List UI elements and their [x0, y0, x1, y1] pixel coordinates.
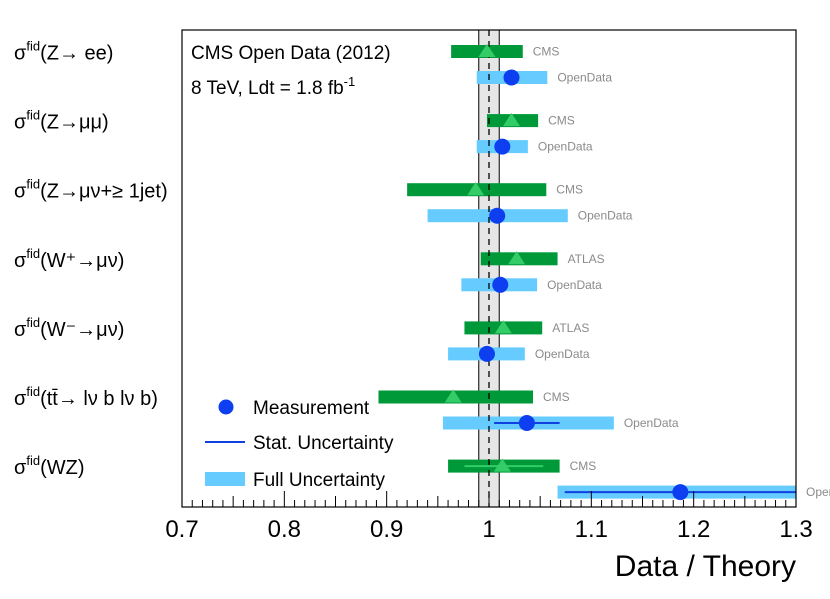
process-label-text: (Z→μμ) — [40, 112, 109, 134]
process-label-sup: fid — [26, 384, 40, 399]
process-label: σfid(WZ) — [14, 453, 85, 479]
ref-source-label: CMS — [548, 114, 575, 128]
process-label: σfid(Z→ ee) — [14, 39, 113, 65]
legend-stat-label: Stat. Uncertainty — [253, 433, 394, 454]
opendata-marker — [494, 138, 511, 155]
bars-layer — [378, 45, 796, 499]
process-label-sup: fid — [26, 453, 40, 468]
process-label-text: (Z→ ee) — [40, 43, 113, 65]
process-label-text: (W⁻→μν) — [40, 319, 124, 341]
process-label-symbol: σ — [14, 388, 27, 410]
legend-full-band — [205, 472, 245, 486]
annotation-line2-sup: -1 — [344, 74, 356, 89]
x-tick-label: 1.3 — [779, 516, 812, 543]
legend-measurement-label: Measurement — [253, 398, 370, 419]
process-label-sup: fid — [26, 39, 40, 54]
process-label-symbol: σ — [14, 319, 27, 341]
x-tick-label: 1.1 — [575, 516, 608, 543]
ref-marker-triangle — [503, 112, 521, 127]
process-label: σfid(Z→μν+≥ 1jet) — [14, 177, 168, 203]
annotation-line2: 8 TeV, Ldt = 1.8 fb-1 — [191, 74, 355, 99]
legend: Measurement Stat. Uncertainty Full Uncer… — [205, 398, 394, 491]
process-label-symbol: σ — [14, 181, 27, 203]
ref-marker-triangle — [444, 389, 462, 403]
ref-source-label: CMS — [533, 45, 560, 59]
ref-marker-triangle — [493, 458, 511, 472]
opendata-source-label: OpenData — [578, 209, 633, 223]
opendata-source-label: OpenData — [806, 485, 830, 499]
process-label: σfid(W⁻→μν) — [14, 315, 124, 341]
process-labels-layer: σfid(Z→ ee)σfid(Z→μμ)σfid(Z→μν+≥ 1jet)σf… — [14, 39, 168, 480]
legend-measurement-marker — [218, 399, 234, 415]
x-tick-label: 1.2 — [677, 516, 710, 543]
ref-marker-triangle — [478, 43, 496, 58]
opendata-source-label: OpenData — [624, 416, 679, 430]
x-tick-label: 1 — [482, 516, 495, 543]
legend-full-label: Full Uncertainty — [253, 470, 385, 491]
process-label-sup: fid — [26, 246, 40, 261]
annotation-line1: CMS Open Data (2012) — [191, 43, 391, 64]
process-label-text: (Z→μν+≥ 1jet) — [40, 181, 168, 203]
opendata-source-label: OpenData — [547, 278, 602, 292]
ref-source-label: CMS — [543, 390, 570, 404]
opendata-source-label: OpenData — [557, 71, 612, 85]
process-label-symbol: σ — [14, 112, 27, 134]
opendata-marker — [492, 276, 509, 293]
process-label-symbol: σ — [14, 457, 27, 479]
ref-marker-triangle — [467, 182, 485, 196]
ref-source-label: ATLAS — [552, 321, 589, 335]
ref-source-label: CMS — [556, 183, 583, 197]
x-tick-label: 0.8 — [268, 516, 301, 543]
process-label-text: (tt̄→ lν b lν b) — [40, 388, 158, 410]
opendata-source-label: OpenData — [535, 347, 590, 361]
markers-layer — [444, 43, 689, 501]
opendata-source-label: OpenData — [538, 140, 593, 154]
annotation-line2-text: 8 TeV, Ldt = 1.8 fb — [191, 78, 344, 99]
process-label: σfid(Z→μμ) — [14, 108, 109, 134]
ref-marker-triangle — [508, 251, 526, 265]
process-label-sup: fid — [26, 315, 40, 330]
opendata-marker — [518, 415, 535, 431]
ref-marker-triangle — [494, 320, 512, 334]
process-label: σfid(W⁺→μν) — [14, 246, 124, 272]
process-label-symbol: σ — [14, 250, 27, 272]
x-axis-title: Data / Theory — [615, 550, 796, 583]
opendata-marker — [672, 484, 689, 501]
process-label-text: (W⁺→μν) — [40, 250, 124, 272]
x-axis: 0.7 0.8 0.9 1 1.1 1.2 1.3 — [165, 491, 813, 543]
ref-source-label: ATLAS — [568, 252, 605, 266]
x-tick-label: 0.7 — [165, 516, 198, 543]
x-tick-label: 0.9 — [370, 516, 403, 543]
process-label: σfid(tt̄→ lν b lν b) — [14, 384, 158, 410]
process-label-sup: fid — [26, 108, 40, 123]
process-label-symbol: σ — [14, 43, 27, 65]
opendata-marker — [503, 69, 520, 86]
source-labels-layer: CMS OpenData CMS OpenData CMS OpenData ATLAS Op… — [533, 45, 830, 500]
opendata-marker — [478, 345, 495, 362]
process-label-text: (WZ) — [40, 457, 84, 479]
opendata-marker — [489, 207, 506, 224]
ref-source-label: CMS — [570, 459, 597, 473]
process-label-sup: fid — [26, 177, 40, 192]
